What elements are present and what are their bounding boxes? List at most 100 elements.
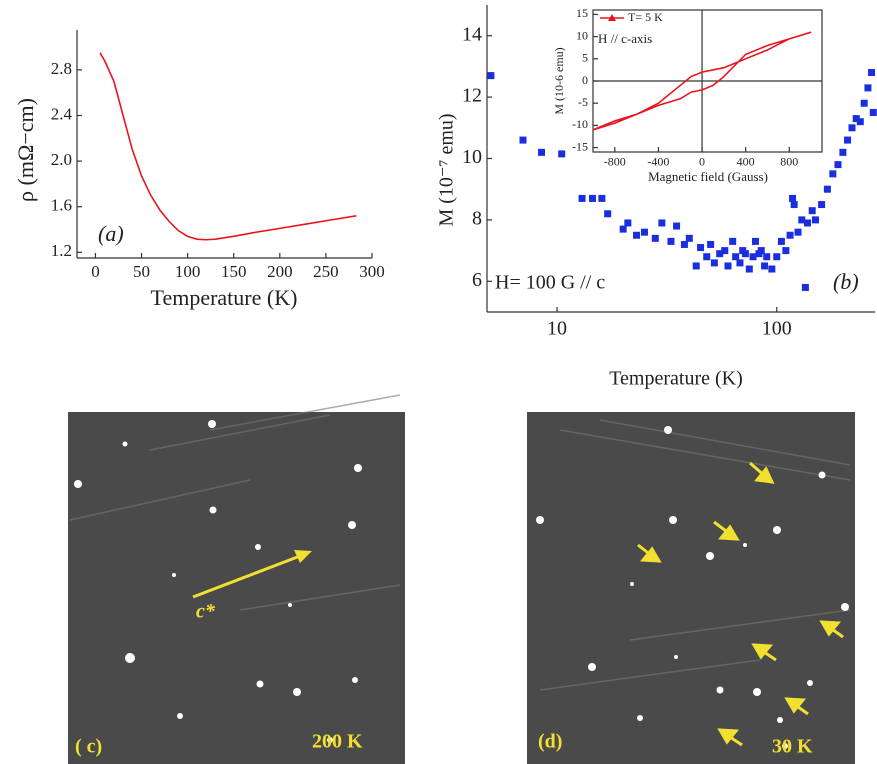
data-point [588,194,596,202]
data-point [741,250,749,258]
data-point [710,259,718,267]
data-point [811,216,819,224]
y-tick-label: 10 [576,28,588,42]
data-point [640,228,648,236]
x-tick-label: 50 [133,262,150,281]
y-tick-label: 6 [472,269,482,291]
data-point [844,136,852,144]
data-point [729,237,737,245]
data-point [782,247,790,255]
data-point [598,194,606,202]
x-axis-label: Magnetic field (Gauss) [648,169,768,184]
data-line [592,31,812,131]
data-point [604,210,612,218]
data-point [624,219,632,227]
data-point [860,99,868,107]
y-tick-label: 2.0 [51,150,72,169]
y-tick-label: 5 [582,51,588,65]
data-point [869,108,877,116]
data-point [673,222,681,230]
data-point [794,228,802,236]
y-tick-label: 1.6 [51,196,72,215]
data-point [808,207,816,215]
x-tick-label: -800 [604,155,626,169]
x-tick-label: 250 [313,262,339,281]
data-point [789,194,797,202]
y-tick-label: 2.8 [51,59,72,78]
y-axis-label: M (10-6 emu) [552,47,566,114]
data-point [558,150,566,158]
chart-panel: -800 -400 0 400 800 15 10 5 0 -5 -10 -15 Magnetic fi… [552,6,823,184]
x-tick-label: 800 [780,155,798,169]
annotation: (b) [833,269,859,294]
y-tick-label: -10 [572,117,588,131]
y-tick-label: -5 [578,95,588,109]
x-tick-label: 0 [91,262,100,281]
x-tick-label: 300 [359,262,385,281]
data-point [868,69,876,77]
data-point [745,265,753,273]
data-point [761,262,769,270]
data-point [538,148,546,156]
data-point [801,283,809,291]
data-point [839,148,847,156]
data-point [651,234,659,242]
data-point [848,124,856,132]
y-tick-label: 0 [582,73,588,87]
data-point [757,247,765,255]
data-point [829,170,837,178]
x-tick-label: 10 [547,318,567,340]
data-point [823,185,831,193]
y-tick-label: 8 [472,207,482,229]
data-point [667,237,675,245]
panel-label: ( c) [75,736,102,758]
y-tick-label: -15 [572,139,588,153]
diffraction-image-d [527,412,855,764]
x-axis-label: Temperature (K) [151,285,298,310]
y-axis-label: ρ (mΩ−cm) [13,98,38,202]
data-point [749,253,757,261]
temperature-label: 30 K [772,736,813,758]
x-tick-label: 150 [221,262,247,281]
annotation: H // c-axis [598,31,652,46]
y-tick-label: 1.2 [51,241,72,260]
panel-label: (d) [538,731,562,753]
legend-marker [608,14,616,21]
annotation: (a) [98,221,124,246]
data-point [578,194,586,202]
data-point [768,265,776,273]
data-point [716,250,724,258]
x-tick-label: 400 [737,155,755,169]
y-tick-label: 10 [462,146,482,168]
data-point [834,161,842,169]
temperature-label: 200 K [312,731,363,753]
data-point [680,240,688,248]
data-point [803,219,811,227]
data-point [751,237,759,245]
x-tick-label: 100 [175,262,201,281]
data-point [736,259,744,267]
y-tick-label: 15 [576,6,588,20]
data-point [487,72,495,80]
diffraction-image-c [68,394,405,764]
data-line [99,52,357,241]
x-tick-label: 100 [762,318,792,340]
data-point [697,244,705,252]
data-point [856,118,864,126]
x-tick-label: 0 [699,155,705,169]
annotation: H= 100 G // c [495,272,605,294]
data-point [773,253,781,261]
data-point [703,253,711,261]
x-tick-label: 200 [267,262,293,281]
data-point [790,201,798,209]
y-tick-label: 14 [462,23,482,45]
legend-label: T= 5 K [628,10,663,24]
data-point [724,262,732,270]
data-point [633,231,641,239]
data-point [692,262,700,270]
data-point [619,225,627,233]
arrow-label: c* [196,601,216,623]
y-tick-label: 2.4 [51,104,73,123]
